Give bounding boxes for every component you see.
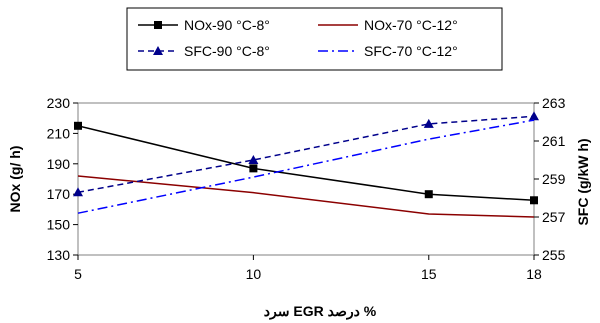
y-axis-left-ticks: 130 150 170 190 210 230 [47, 95, 78, 263]
series-line-3 [77, 119, 535, 214]
series-point-2 [529, 111, 539, 121]
series-line-1 [77, 175, 535, 218]
y-left-tick-label: 170 [47, 186, 71, 202]
y-right-tick-label: 255 [542, 247, 566, 263]
series-line-0 [77, 125, 535, 202]
series-point-2 [423, 118, 434, 128]
x-tick-label: 18 [526, 266, 542, 282]
y-right-tick-label: 263 [542, 95, 566, 111]
x-tick-label: 10 [246, 266, 262, 282]
y-axis-right-ticks: 255 257 259 261 263 [534, 95, 566, 263]
legend-label-2: SFC-90 °C-8° [184, 43, 270, 59]
y-left-tick-label: 130 [47, 247, 71, 263]
series-group [73, 111, 539, 218]
series-point-0 [530, 196, 538, 205]
y-left-tick-label: 190 [47, 156, 71, 172]
x-axis-title: % درصد EGR سرد [264, 303, 377, 320]
y-right-tick-label: 261 [542, 133, 566, 149]
legend-label-3: SFC-70 °C-12° [364, 43, 458, 59]
y-axis-left-title: NOx (g/ h) [7, 146, 23, 213]
legend: NOx-90 °C-8° NOx-70 °C-12° SFC-90 °C-8° SFC… [138, 17, 458, 59]
series-point-0 [424, 190, 433, 199]
series-point-2 [248, 155, 259, 164]
series-point-2 [73, 187, 83, 197]
y-right-tick-label: 257 [542, 209, 566, 225]
y-axis-right-title: SFC (g/kW h) [575, 138, 591, 225]
x-axis-ticks: 5 10 15 18 [74, 255, 542, 282]
legend-marker-0 [154, 21, 162, 29]
y-left-tick-label: 210 [47, 125, 71, 141]
x-tick-label: 15 [421, 266, 437, 282]
series-line-2 [77, 115, 535, 194]
series-point-0 [74, 121, 82, 130]
series-point-0 [249, 164, 258, 173]
legend-label-0: NOx-90 °C-8° [184, 17, 270, 33]
legend-label-1: NOx-70 °C-12° [364, 17, 458, 33]
y-right-tick-label: 259 [542, 171, 566, 187]
x-tick-label: 5 [74, 266, 82, 282]
legend-marker-2 [153, 46, 163, 55]
plot-area [77, 102, 535, 256]
y-left-tick-label: 230 [47, 95, 71, 111]
y-left-tick-label: 150 [47, 217, 71, 233]
legend-box [126, 7, 503, 71]
